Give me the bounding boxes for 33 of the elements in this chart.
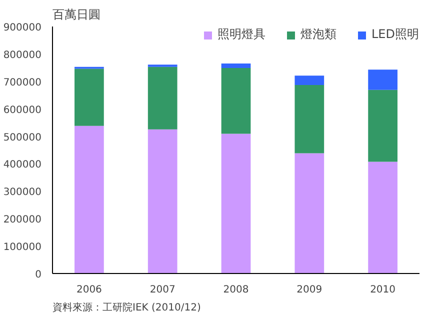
y-tick-label: 800000 [3, 50, 42, 61]
bar [74, 68, 104, 126]
bar [221, 64, 251, 68]
bar [368, 162, 398, 274]
bar [368, 90, 398, 162]
bar [294, 84, 324, 154]
y-tick-label: 300000 [3, 187, 42, 198]
y-tick-label: 400000 [3, 160, 42, 171]
y-tick-label: 500000 [3, 132, 42, 144]
x-tick-label: 2010 [370, 284, 396, 296]
y-tick-label: 200000 [3, 214, 42, 226]
x-tick-label: 2008 [223, 284, 249, 296]
source-note: 資料來源：工研院IEK (2010/12) [52, 302, 201, 314]
legend-label: 燈泡類 [300, 26, 336, 43]
bar [221, 68, 251, 134]
y-tick-label: 700000 [3, 77, 42, 88]
bar [221, 134, 251, 274]
bar [148, 66, 178, 130]
y-tick-label: 0 [35, 270, 42, 280]
y-tick-label: 900000 [3, 22, 42, 34]
legend-label: 照明燈具 [217, 26, 266, 43]
legend-label: LED照明 [371, 26, 419, 43]
bar [148, 129, 178, 274]
bar [368, 70, 398, 90]
x-tick-label: 2006 [76, 284, 102, 296]
y-tick-label: 600000 [3, 104, 42, 116]
y-axis-title: 百萬日圓 [52, 8, 100, 22]
x-tick-label: 2009 [296, 284, 322, 296]
x-tick-label: 2007 [150, 284, 176, 296]
bar [74, 126, 104, 274]
y-tick-label: 100000 [3, 242, 42, 254]
bar [294, 76, 324, 85]
bar [294, 153, 324, 274]
